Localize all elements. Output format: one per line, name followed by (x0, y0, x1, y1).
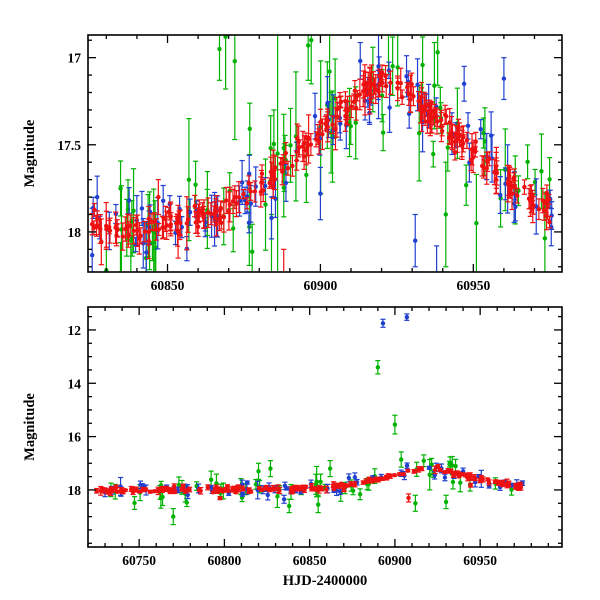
svg-text:60950: 60950 (456, 278, 490, 293)
svg-text:17.5: 17.5 (57, 138, 81, 153)
svg-text:18: 18 (68, 225, 82, 240)
svg-text:12: 12 (68, 323, 82, 338)
svg-text:HJD-2400000: HJD-2400000 (283, 573, 368, 589)
svg-text:16: 16 (68, 430, 82, 445)
svg-text:18: 18 (68, 483, 82, 498)
top-panel-chart: 60850 60900 60950 17 17.5 18 Magnitude (22, 34, 563, 293)
svg-text:60850: 60850 (293, 553, 327, 568)
svg-text:60800: 60800 (208, 553, 242, 568)
svg-text:60750: 60750 (122, 553, 156, 568)
svg-text:60900: 60900 (304, 278, 338, 293)
svg-text:Magnitude: Magnitude (22, 119, 38, 187)
svg-text:60950: 60950 (463, 553, 497, 568)
bottom-panel-chart: 60750 60800 60850 60900 60950 12 14 16 18 Magnitu… (22, 306, 563, 589)
svg-text:Magnitude: Magnitude (22, 393, 38, 461)
svg-text:14: 14 (68, 376, 82, 391)
svg-text:60900: 60900 (378, 553, 412, 568)
svg-text:17: 17 (68, 51, 82, 66)
svg-text:60850: 60850 (151, 278, 185, 293)
